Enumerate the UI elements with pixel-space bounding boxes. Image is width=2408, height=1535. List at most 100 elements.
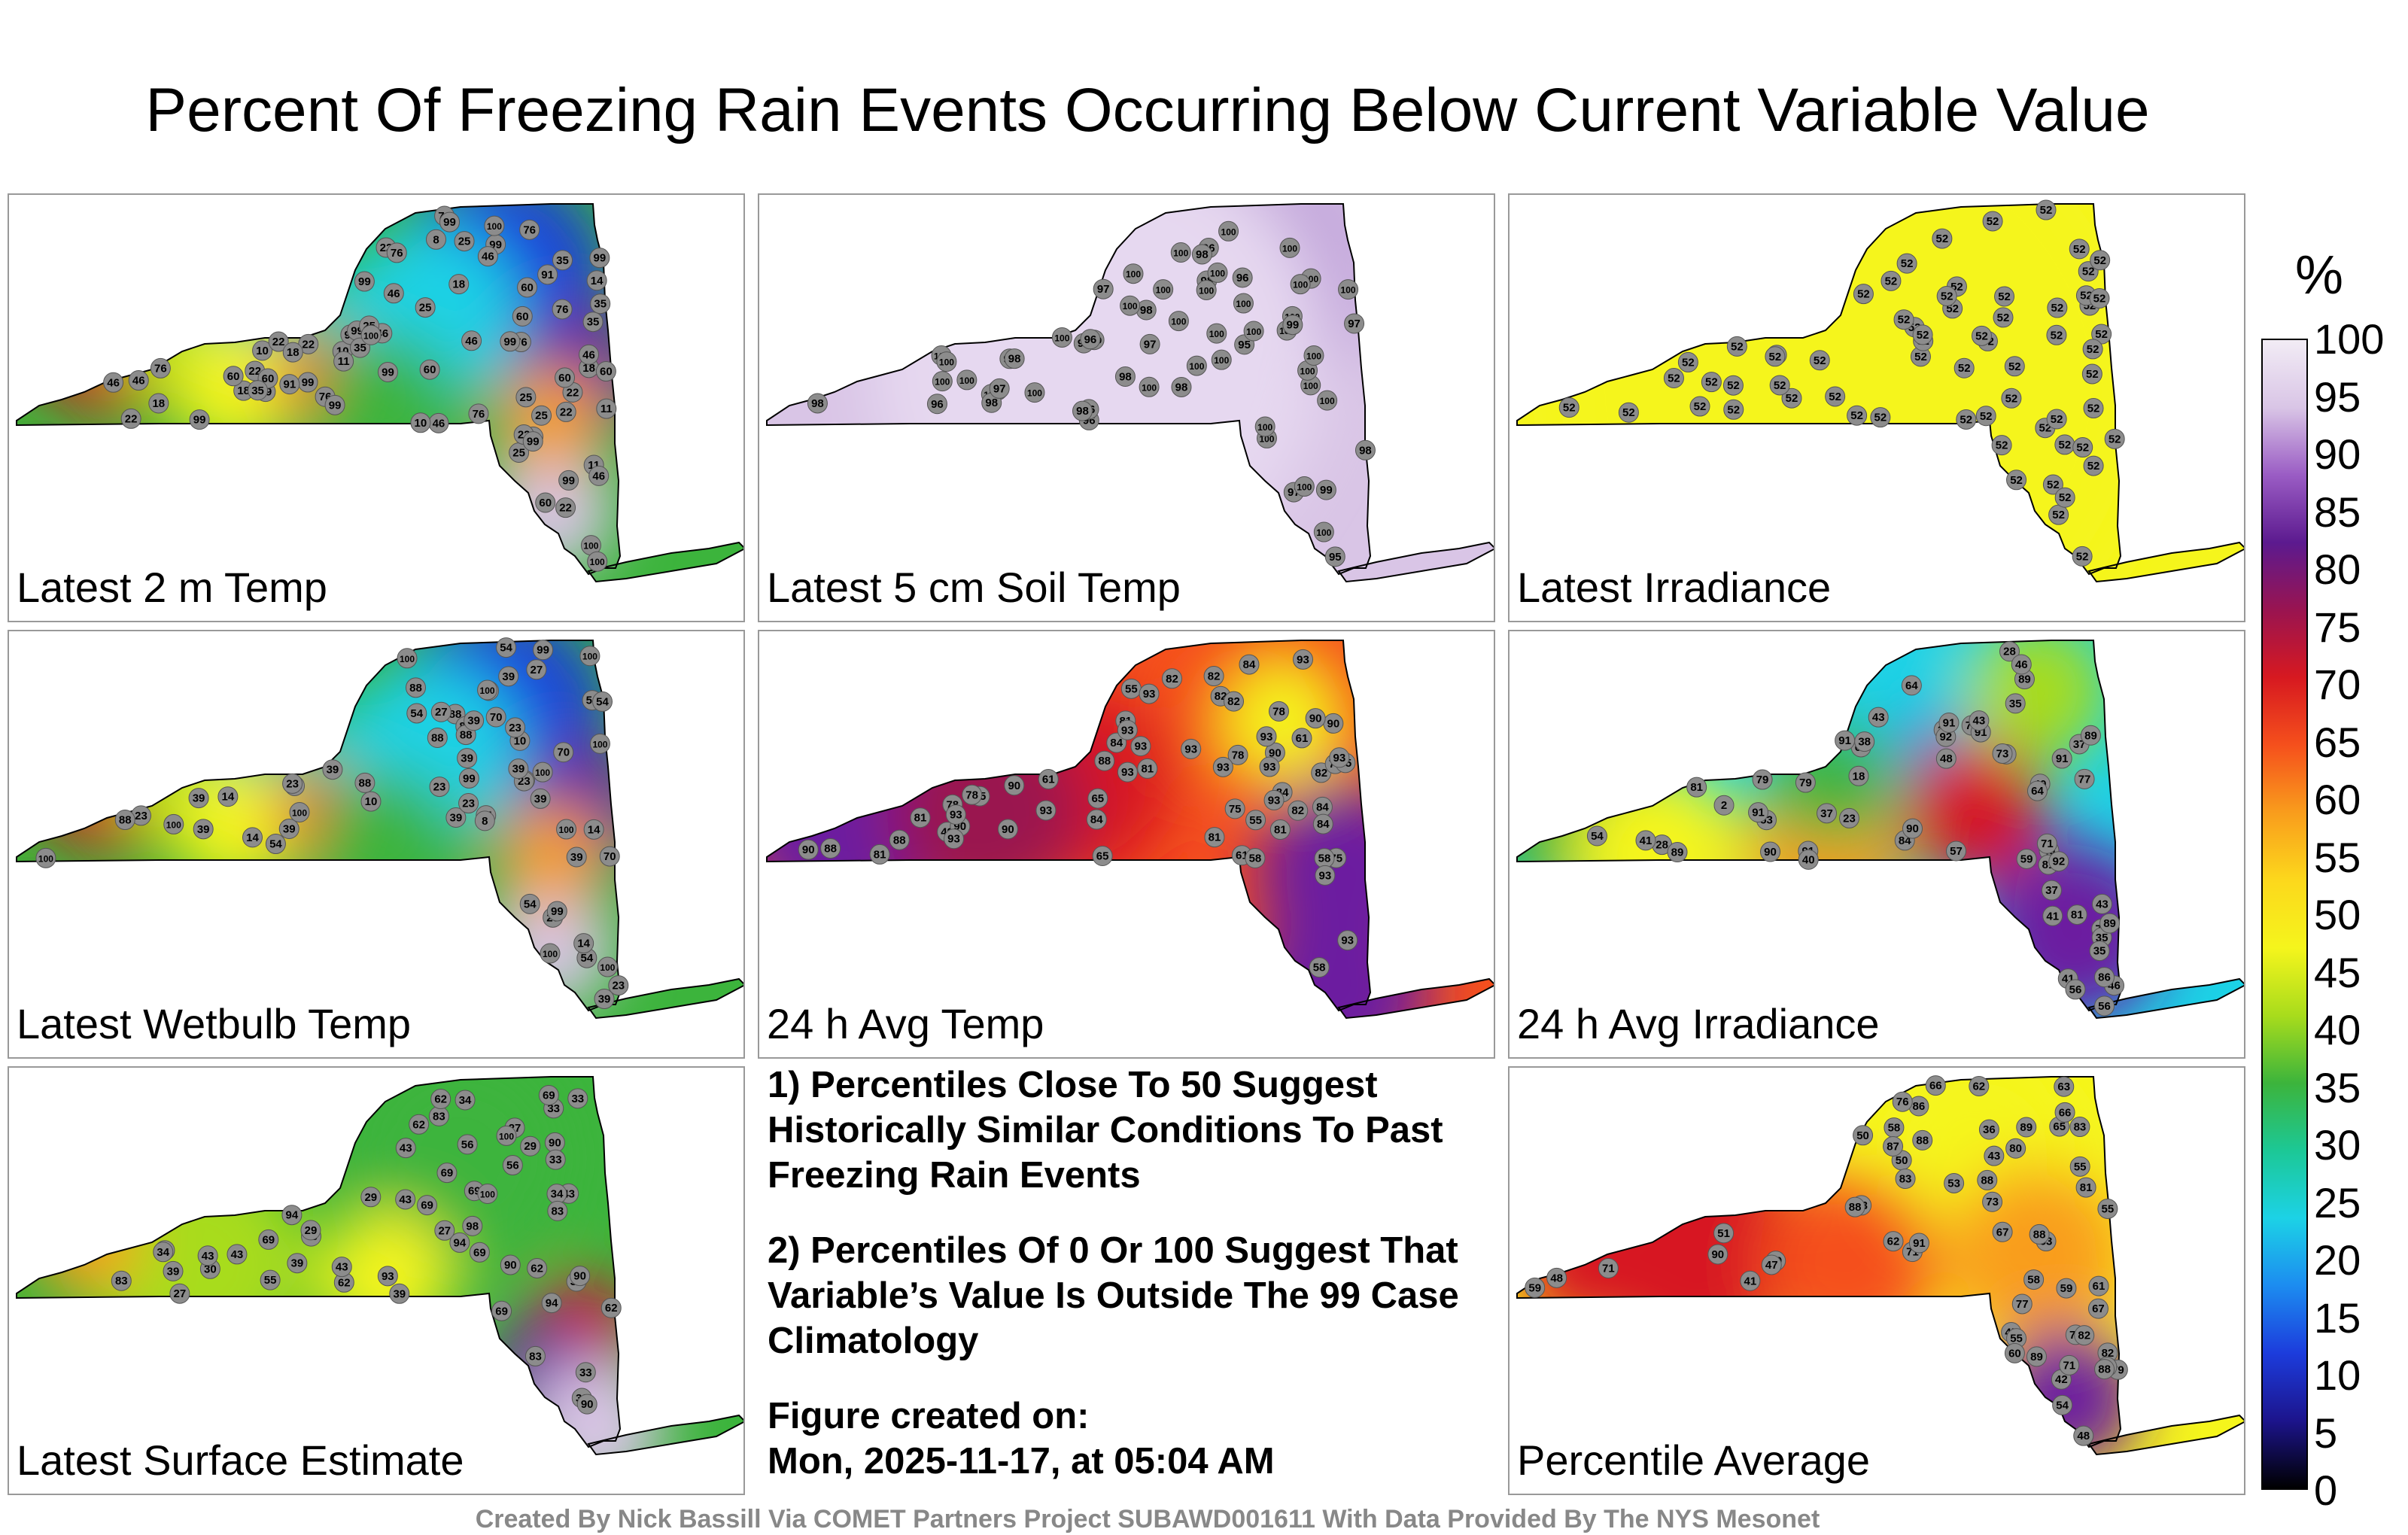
station-marker: 89: [2016, 1117, 2037, 1138]
station-marker: 52: [1701, 372, 1722, 393]
long-island-outline: [587, 1414, 743, 1456]
station-value: 67: [2092, 1302, 2105, 1315]
station-marker: 71: [1598, 1258, 1619, 1279]
station-marker: 52: [1982, 211, 2003, 232]
station-value: 70: [604, 850, 616, 863]
station-marker: 52: [1663, 367, 1684, 388]
station-value: 62: [605, 1302, 618, 1315]
station-marker: 46: [579, 344, 600, 365]
station-value: 37: [1820, 807, 1833, 820]
station-marker: 86: [2094, 967, 2115, 988]
station-marker: 46: [128, 370, 149, 391]
station-value: 10: [365, 795, 378, 808]
station-marker: 22: [555, 497, 576, 518]
station-marker: 46: [461, 330, 482, 351]
station-value: 60: [516, 310, 529, 323]
station-value: 46: [132, 375, 145, 388]
station-value: 52: [2008, 360, 2021, 373]
station-marker: 40: [1798, 849, 1819, 870]
panel-latest-soil-temp: 9698969796971009710010096979510010010010…: [758, 193, 1495, 622]
station-value: 42: [2055, 1373, 2068, 1386]
station-marker: 99: [546, 901, 567, 922]
station-value: 36: [1983, 1123, 1996, 1136]
station-value: 98: [1175, 381, 1188, 394]
station-value: 73: [1996, 747, 2009, 760]
station-value: 41: [1744, 1275, 1757, 1287]
station-marker: 52: [1953, 357, 1975, 378]
station-marker: 58: [1309, 957, 1330, 978]
station-value: 100: [1054, 333, 1069, 343]
station-value: 52: [1941, 290, 1953, 303]
station-value: 48: [1940, 752, 1953, 765]
station-marker: 81: [869, 843, 890, 865]
station-marker: 89: [2026, 1346, 2047, 1367]
station-value: 27: [530, 664, 543, 676]
station-value: 59: [2060, 1282, 2073, 1295]
station-marker: 14: [586, 270, 607, 291]
station-marker: 25: [509, 442, 530, 463]
colorbar-tick: 65: [2314, 718, 2361, 766]
station-value: 23: [509, 722, 521, 734]
station-value: 22: [567, 386, 579, 399]
station-marker: 97: [1139, 333, 1160, 354]
station-marker: 54: [496, 637, 517, 658]
station-marker: 54: [1586, 825, 1607, 847]
station-value: 98: [1140, 304, 1153, 317]
station-value: 94: [546, 1297, 558, 1310]
station-value: 52: [1958, 362, 1971, 375]
station-marker: 39: [188, 788, 209, 809]
station-marker: 25: [515, 387, 537, 408]
station-marker: 60: [517, 277, 538, 298]
station-value: 66: [1929, 1080, 1942, 1093]
station-marker: 99: [558, 470, 579, 491]
station-marker: 11: [333, 351, 354, 372]
station-marker: 81: [1686, 777, 1707, 798]
station-marker: 18: [1848, 765, 1869, 786]
station-marker: 100: [1290, 274, 1311, 295]
station-value: 25: [458, 236, 471, 248]
station-value: 100: [1316, 527, 1331, 538]
station-value: 81: [1274, 824, 1287, 837]
station-marker: 60: [512, 305, 533, 327]
station-marker: 99: [377, 361, 398, 382]
station-value: 69: [262, 1233, 275, 1246]
station-value: 46: [582, 348, 595, 361]
station-value: 23: [433, 781, 446, 794]
station-value: 46: [592, 470, 605, 482]
station-marker: 52: [2048, 504, 2069, 525]
station-marker: 34: [153, 1242, 174, 1263]
station-marker: 100: [1338, 279, 1359, 300]
station-marker: 52: [1936, 286, 1957, 307]
station-marker: 100: [1207, 262, 1228, 283]
station-marker: 82: [1224, 691, 1245, 712]
colorbar-tick: 75: [2314, 603, 2361, 651]
station-value: 89: [2018, 673, 2031, 686]
station-marker: 88: [2094, 1359, 2115, 1380]
station-marker: 83: [1895, 1169, 1916, 1190]
station-marker: 52: [1896, 253, 1917, 274]
station-marker: 69: [538, 1084, 559, 1105]
state-outline: [1516, 1076, 2122, 1448]
station-value: 100: [480, 1189, 495, 1199]
station-value: 99: [527, 436, 540, 448]
station-value: 93: [1040, 804, 1053, 817]
station-value: 100: [1341, 285, 1356, 296]
station-marker: 52: [2006, 470, 2027, 491]
state-outline: [766, 640, 1372, 1012]
station-marker: 52: [1781, 388, 1802, 409]
station-value: 10: [514, 734, 527, 747]
station-marker: 81: [1137, 758, 1158, 779]
station-marker: 98: [807, 393, 828, 414]
station-value: 82: [1315, 767, 1327, 780]
station-value: 87: [1887, 1140, 1899, 1153]
station-marker: 52: [1993, 307, 2014, 328]
station-value: 43: [1988, 1150, 2001, 1163]
station-marker: 46: [588, 465, 610, 486]
station-value: 40: [1802, 853, 1815, 866]
station-marker: 52: [1975, 406, 1996, 427]
station-marker: 95: [1324, 546, 1345, 567]
station-value: 64: [1905, 679, 1918, 692]
station-marker: 54: [2052, 1394, 2073, 1415]
station-marker: 93: [1337, 930, 1358, 951]
colorbar-tick: 35: [2314, 1063, 2361, 1111]
